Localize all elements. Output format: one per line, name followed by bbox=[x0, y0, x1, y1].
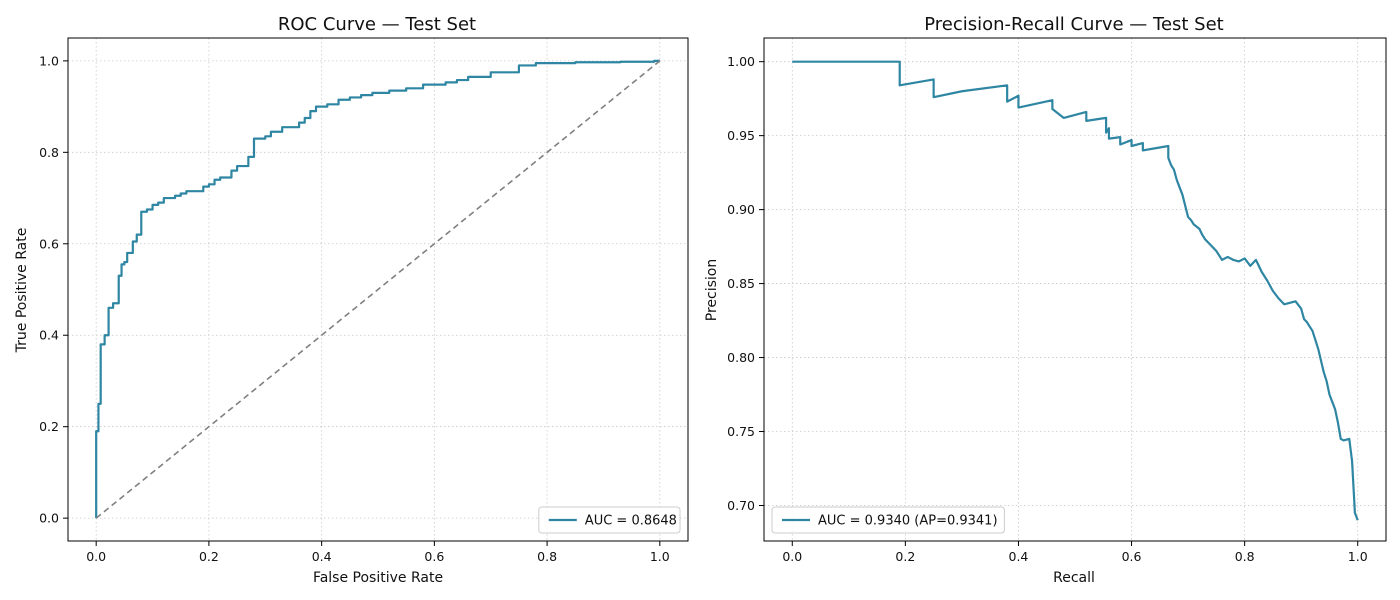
pr-ticks: 0.0 0.2 0.4 0.6 0.8 1.0 0.70 0.75 0.80 0.85 0.90 0.… bbox=[727, 54, 1368, 564]
pr-y-tick-label: 0.70 bbox=[727, 498, 755, 513]
pr-y-tick-label: 0.75 bbox=[727, 424, 755, 439]
pr-x-tick-label: 0.2 bbox=[895, 549, 915, 564]
roc-y-tick-label: 0.2 bbox=[39, 419, 59, 434]
roc-legend: AUC = 0.8648 bbox=[538, 506, 681, 534]
roc-ticks: 0.0 0.2 0.4 0.6 0.8 1.0 0.0 0.2 0.4 0.6 0.8 1.0 bbox=[39, 53, 670, 564]
pr-legend-label: AUC = 0.9340 (AP=0.9341) bbox=[818, 514, 998, 529]
roc-x-axis-label: False Positive Rate bbox=[313, 570, 443, 586]
roc-x-tick-label: 0.2 bbox=[199, 549, 219, 564]
roc-title: ROC Curve — Test Set bbox=[278, 14, 476, 35]
roc-curve-series bbox=[95, 59, 660, 519]
pr-y-tick-label: 0.90 bbox=[727, 202, 755, 217]
pr-x-tick-label: 0.0 bbox=[782, 549, 802, 564]
pr-x-axis-label: Recall bbox=[1053, 570, 1095, 586]
roc-chart: ROC Curve — Test Set 0.0 0.2 0.4 0.6 0.8 1.00… bbox=[14, 14, 689, 586]
pr-legend: AUC = 0.9340 (AP=0.9341) bbox=[771, 506, 1005, 534]
pr-y-tick-label: 0.95 bbox=[727, 128, 755, 143]
pr-y-axis-label: Precision bbox=[704, 259, 720, 321]
roc-legend-box bbox=[538, 506, 681, 534]
roc-plot-frame bbox=[67, 37, 689, 542]
roc-y-tick-label: 1.0 bbox=[39, 53, 59, 68]
pr-chart: Precision-Recall Curve — Test Set 0.0 0.2… bbox=[704, 14, 1387, 586]
roc-x-tick-label: 0.4 bbox=[312, 549, 332, 564]
roc-y-tick-label: 0.6 bbox=[39, 236, 59, 251]
pr-legend-box bbox=[771, 506, 1005, 534]
pr-series bbox=[792, 60, 1359, 521]
pr-y-tick-label: 1.00 bbox=[727, 54, 755, 69]
roc-y-tick-label: 0.4 bbox=[39, 328, 59, 343]
roc-legend-label: AUC = 0.8648 bbox=[585, 514, 677, 529]
roc-x-tick-label: 0.8 bbox=[537, 549, 557, 564]
pr-x-tick-label: 0.6 bbox=[1122, 549, 1142, 564]
pr-y-tick-label: 0.85 bbox=[727, 276, 755, 291]
pr-grid bbox=[764, 38, 1386, 541]
roc-y-axis-label: True Positive Rate bbox=[14, 228, 30, 354]
roc-x-tick-label: 0.6 bbox=[424, 549, 444, 564]
roc-x-tick-label: 0.0 bbox=[86, 549, 106, 564]
roc-y-tick-label: 0.8 bbox=[39, 145, 59, 160]
roc-chance-line bbox=[95, 60, 661, 519]
pr-x-tick-label: 0.8 bbox=[1235, 549, 1255, 564]
pr-x-tick-label: 0.4 bbox=[1009, 549, 1029, 564]
roc-x-tick-label: 1.0 bbox=[650, 549, 670, 564]
pr-curve-series bbox=[792, 60, 1359, 521]
roc-series bbox=[95, 59, 661, 519]
pr-plot-frame bbox=[763, 37, 1387, 542]
pr-title: Precision-Recall Curve — Test Set bbox=[924, 14, 1224, 35]
pr-x-tick-label: 1.0 bbox=[1348, 549, 1368, 564]
roc-y-tick-label: 0.0 bbox=[39, 511, 59, 526]
pr-y-tick-label: 0.80 bbox=[727, 350, 755, 365]
